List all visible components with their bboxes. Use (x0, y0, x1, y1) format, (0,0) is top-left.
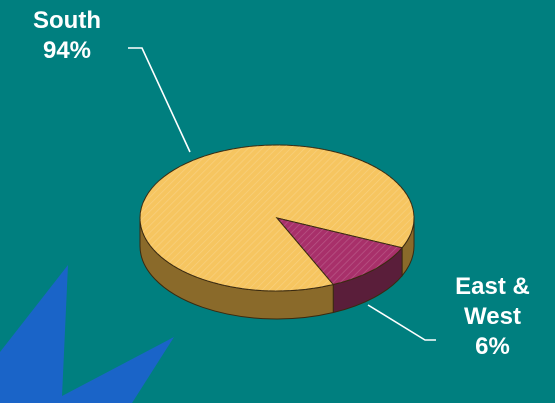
slice-label-east-west-percent: 6% (475, 333, 510, 360)
pie-tops (139, 144, 415, 292)
leader-line-east-west (367, 304, 436, 341)
slice-label-east-west-line1: East & (455, 273, 530, 300)
slice-label-south-name: South (33, 7, 101, 34)
slice-label-east-west-line2: West (464, 303, 521, 330)
slice-label-east-west: East & West 6% (430, 272, 555, 362)
slice-label-south: South 94% (12, 6, 122, 66)
pie-slice-texture-east-west (277, 218, 403, 285)
lightning-bolt-decoration (0, 265, 174, 403)
slice-label-south-percent: 94% (42, 37, 92, 64)
leader-line-south (128, 47, 191, 153)
